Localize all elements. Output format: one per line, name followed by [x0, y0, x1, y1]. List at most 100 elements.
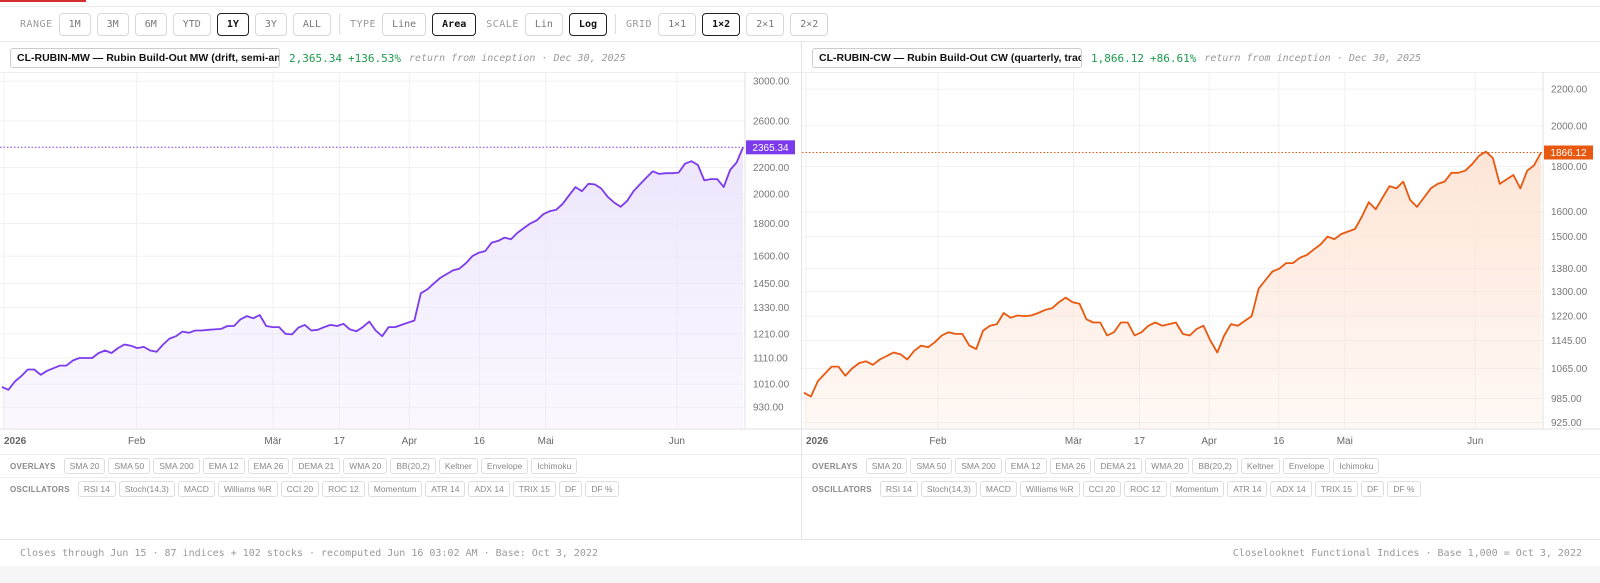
last-price-badge [1544, 145, 1593, 160]
x-tick-label: 2026 [806, 436, 829, 447]
grid-button-2x1[interactable]: 2×1 [746, 12, 785, 36]
oscillator-chip[interactable]: Williams %R [1019, 481, 1080, 497]
oscillator-chip[interactable]: Stoch(14,3) [920, 481, 977, 497]
overlay-chip[interactable]: SMA 200 [955, 458, 1002, 474]
oscillator-chip[interactable]: CCI 20 [1082, 481, 1122, 497]
overlay-chip[interactable]: EMA 26 [1049, 458, 1092, 474]
x-tick-label: 2026 [4, 436, 27, 447]
overlay-chip[interactable]: SMA 50 [108, 458, 151, 474]
oscillator-chip[interactable]: DF % [1387, 481, 1421, 497]
series-header: CL-RUBIN-CW — Rubin Build-Out CW (quarte… [812, 48, 1421, 68]
chart-panel-right: CL-RUBIN-CW — Rubin Build-Out CW (quarte… [802, 42, 1600, 539]
series-selector[interactable]: CL-RUBIN-MW — Rubin Build-Out MW (drift,… [10, 48, 280, 68]
oscillator-chip[interactable]: MACD [177, 481, 215, 497]
oscillator-chip[interactable]: ATR 14 [1227, 481, 1268, 497]
series-selector[interactable]: CL-RUBIN-CW — Rubin Build-Out CW (quarte… [812, 48, 1082, 68]
y-tick-label: 1010.00 [753, 380, 790, 391]
oscillator-chip[interactable]: Momentum [1169, 481, 1225, 497]
overlay-chip[interactable]: Envelope [480, 458, 529, 474]
range-button-all[interactable]: ALL [292, 12, 331, 36]
range-button-ytd[interactable]: YTD [172, 12, 211, 36]
price-chart[interactable]: 2200.00 2000.00 1800.00 1600.00 1500.00 1380.… [802, 72, 1600, 454]
oscillator-chip[interactable]: Stoch(14,3) [118, 481, 175, 497]
range-button-6m[interactable]: 6M [134, 12, 167, 36]
status-footer: Closes through Jun 15 · 87 indices + 102… [0, 539, 1600, 566]
last-price-label: 2365.34 [752, 143, 789, 154]
overlay-chip[interactable]: DEMA 21 [1094, 458, 1143, 474]
x-tick-label: Apr [1201, 436, 1217, 447]
series-line [1, 146, 744, 391]
oscillator-chip[interactable]: MACD [979, 481, 1017, 497]
overlay-chip[interactable]: WMA 20 [1145, 458, 1190, 474]
overlay-chip[interactable]: SMA 200 [153, 458, 200, 474]
chart-panel-left: CL-RUBIN-MW — Rubin Build-Out MW (drift,… [0, 42, 802, 539]
grid-button-1x2[interactable]: 1×2 [702, 12, 741, 36]
oscillator-chip[interactable]: TRIX 15 [1314, 481, 1358, 497]
overlay-chip[interactable]: SMA 20 [865, 458, 908, 474]
y-tick-label: 3000.00 [753, 77, 790, 88]
y-tick-label: 930.00 [753, 403, 784, 414]
oscillator-chip[interactable]: ROC 12 [1124, 481, 1167, 497]
scale-button-log[interactable]: Log [568, 12, 607, 36]
overlay-chip[interactable]: Keltner [438, 458, 478, 474]
series-area [2, 147, 743, 430]
oscillator-chip[interactable]: Momentum [367, 481, 423, 497]
overlays-label: OVERLAYS [812, 461, 858, 471]
overlay-chip[interactable]: Envelope [1282, 458, 1331, 474]
grid-label: GRID [625, 18, 653, 30]
oscillator-chip[interactable]: CCI 20 [280, 481, 320, 497]
overlays-row: OVERLAYS SMA 20 SMA 50 SMA 200 EMA 12 EM… [802, 454, 1600, 477]
oscillator-chip[interactable]: ADX 14 [1270, 481, 1312, 497]
header-divider [0, 72, 801, 73]
oscillator-chip[interactable]: Williams %R [217, 481, 278, 497]
overlay-chip[interactable]: DEMA 21 [292, 458, 341, 474]
overlay-chip[interactable]: SMA 20 [63, 458, 106, 474]
range-button-3m[interactable]: 3M [96, 12, 129, 36]
oscillator-chip[interactable]: DF [558, 481, 583, 497]
oscillator-chip[interactable]: TRIX 15 [512, 481, 556, 497]
scale-button-lin[interactable]: Lin [524, 12, 563, 36]
grid-button-1x1[interactable]: 1×1 [658, 12, 697, 36]
overlay-chip[interactable]: Ichimoku [531, 458, 578, 474]
x-tick-label: 16 [1273, 436, 1285, 447]
overlay-chip[interactable]: EMA 26 [247, 458, 290, 474]
oscillator-chip[interactable]: DF % [585, 481, 619, 497]
range-button-1y[interactable]: 1Y [216, 12, 249, 36]
last-price-label: 1866.12 [1550, 148, 1587, 159]
oscillator-chip[interactable]: RSI 14 [879, 481, 918, 497]
overlay-chip[interactable]: BB(20,2) [390, 458, 436, 474]
toolbar-divider [614, 14, 616, 34]
oscillator-chip[interactable]: DF [1360, 481, 1385, 497]
y-tick-label: 2200.00 [753, 163, 790, 174]
overlay-chip[interactable]: SMA 50 [910, 458, 953, 474]
range-button-1m[interactable]: 1M [58, 12, 91, 36]
x-tick-label: 17 [1134, 436, 1146, 447]
overlay-chip[interactable]: EMA 12 [1004, 458, 1047, 474]
x-tick-label: Apr [402, 436, 418, 447]
footer-credit: Closelooknet Functional Indices · Base 1… [1232, 547, 1582, 559]
overlay-chip[interactable]: WMA 20 [343, 458, 388, 474]
oscillator-chip[interactable]: ROC 12 [322, 481, 365, 497]
range-label: RANGE [20, 18, 53, 30]
price-chart[interactable]: 3000.00 2600.00 2200.00 2000.00 1800.00 1600.… [0, 72, 802, 454]
x-tick-label: Mai [538, 436, 554, 447]
series-area [804, 151, 1541, 429]
overlay-chip[interactable]: Keltner [1240, 458, 1280, 474]
x-tick-label: Mär [264, 436, 282, 447]
overlays-row: OVERLAYS SMA 20 SMA 50 SMA 200 EMA 12 EM… [0, 454, 801, 477]
y-tick-label: 1300.00 [1551, 287, 1588, 298]
y-tick-label: 1600.00 [753, 252, 790, 263]
type-label: TYPE [349, 18, 377, 30]
overlay-chip[interactable]: EMA 12 [202, 458, 245, 474]
overlay-chip[interactable]: Ichimoku [1333, 458, 1380, 474]
range-button-3y[interactable]: 3Y [254, 12, 287, 36]
type-button-line[interactable]: Line [382, 12, 427, 36]
oscillator-chip[interactable]: ATR 14 [425, 481, 466, 497]
type-button-area[interactable]: Area [432, 12, 477, 36]
grid-button-2x2[interactable]: 2×2 [790, 12, 829, 36]
y-tick-label: 925.00 [1551, 418, 1582, 429]
oscillator-chip[interactable]: RSI 14 [77, 481, 116, 497]
overlay-chip[interactable]: BB(20,2) [1192, 458, 1238, 474]
y-tick-label: 2000.00 [1551, 121, 1588, 132]
oscillator-chip[interactable]: ADX 14 [468, 481, 510, 497]
